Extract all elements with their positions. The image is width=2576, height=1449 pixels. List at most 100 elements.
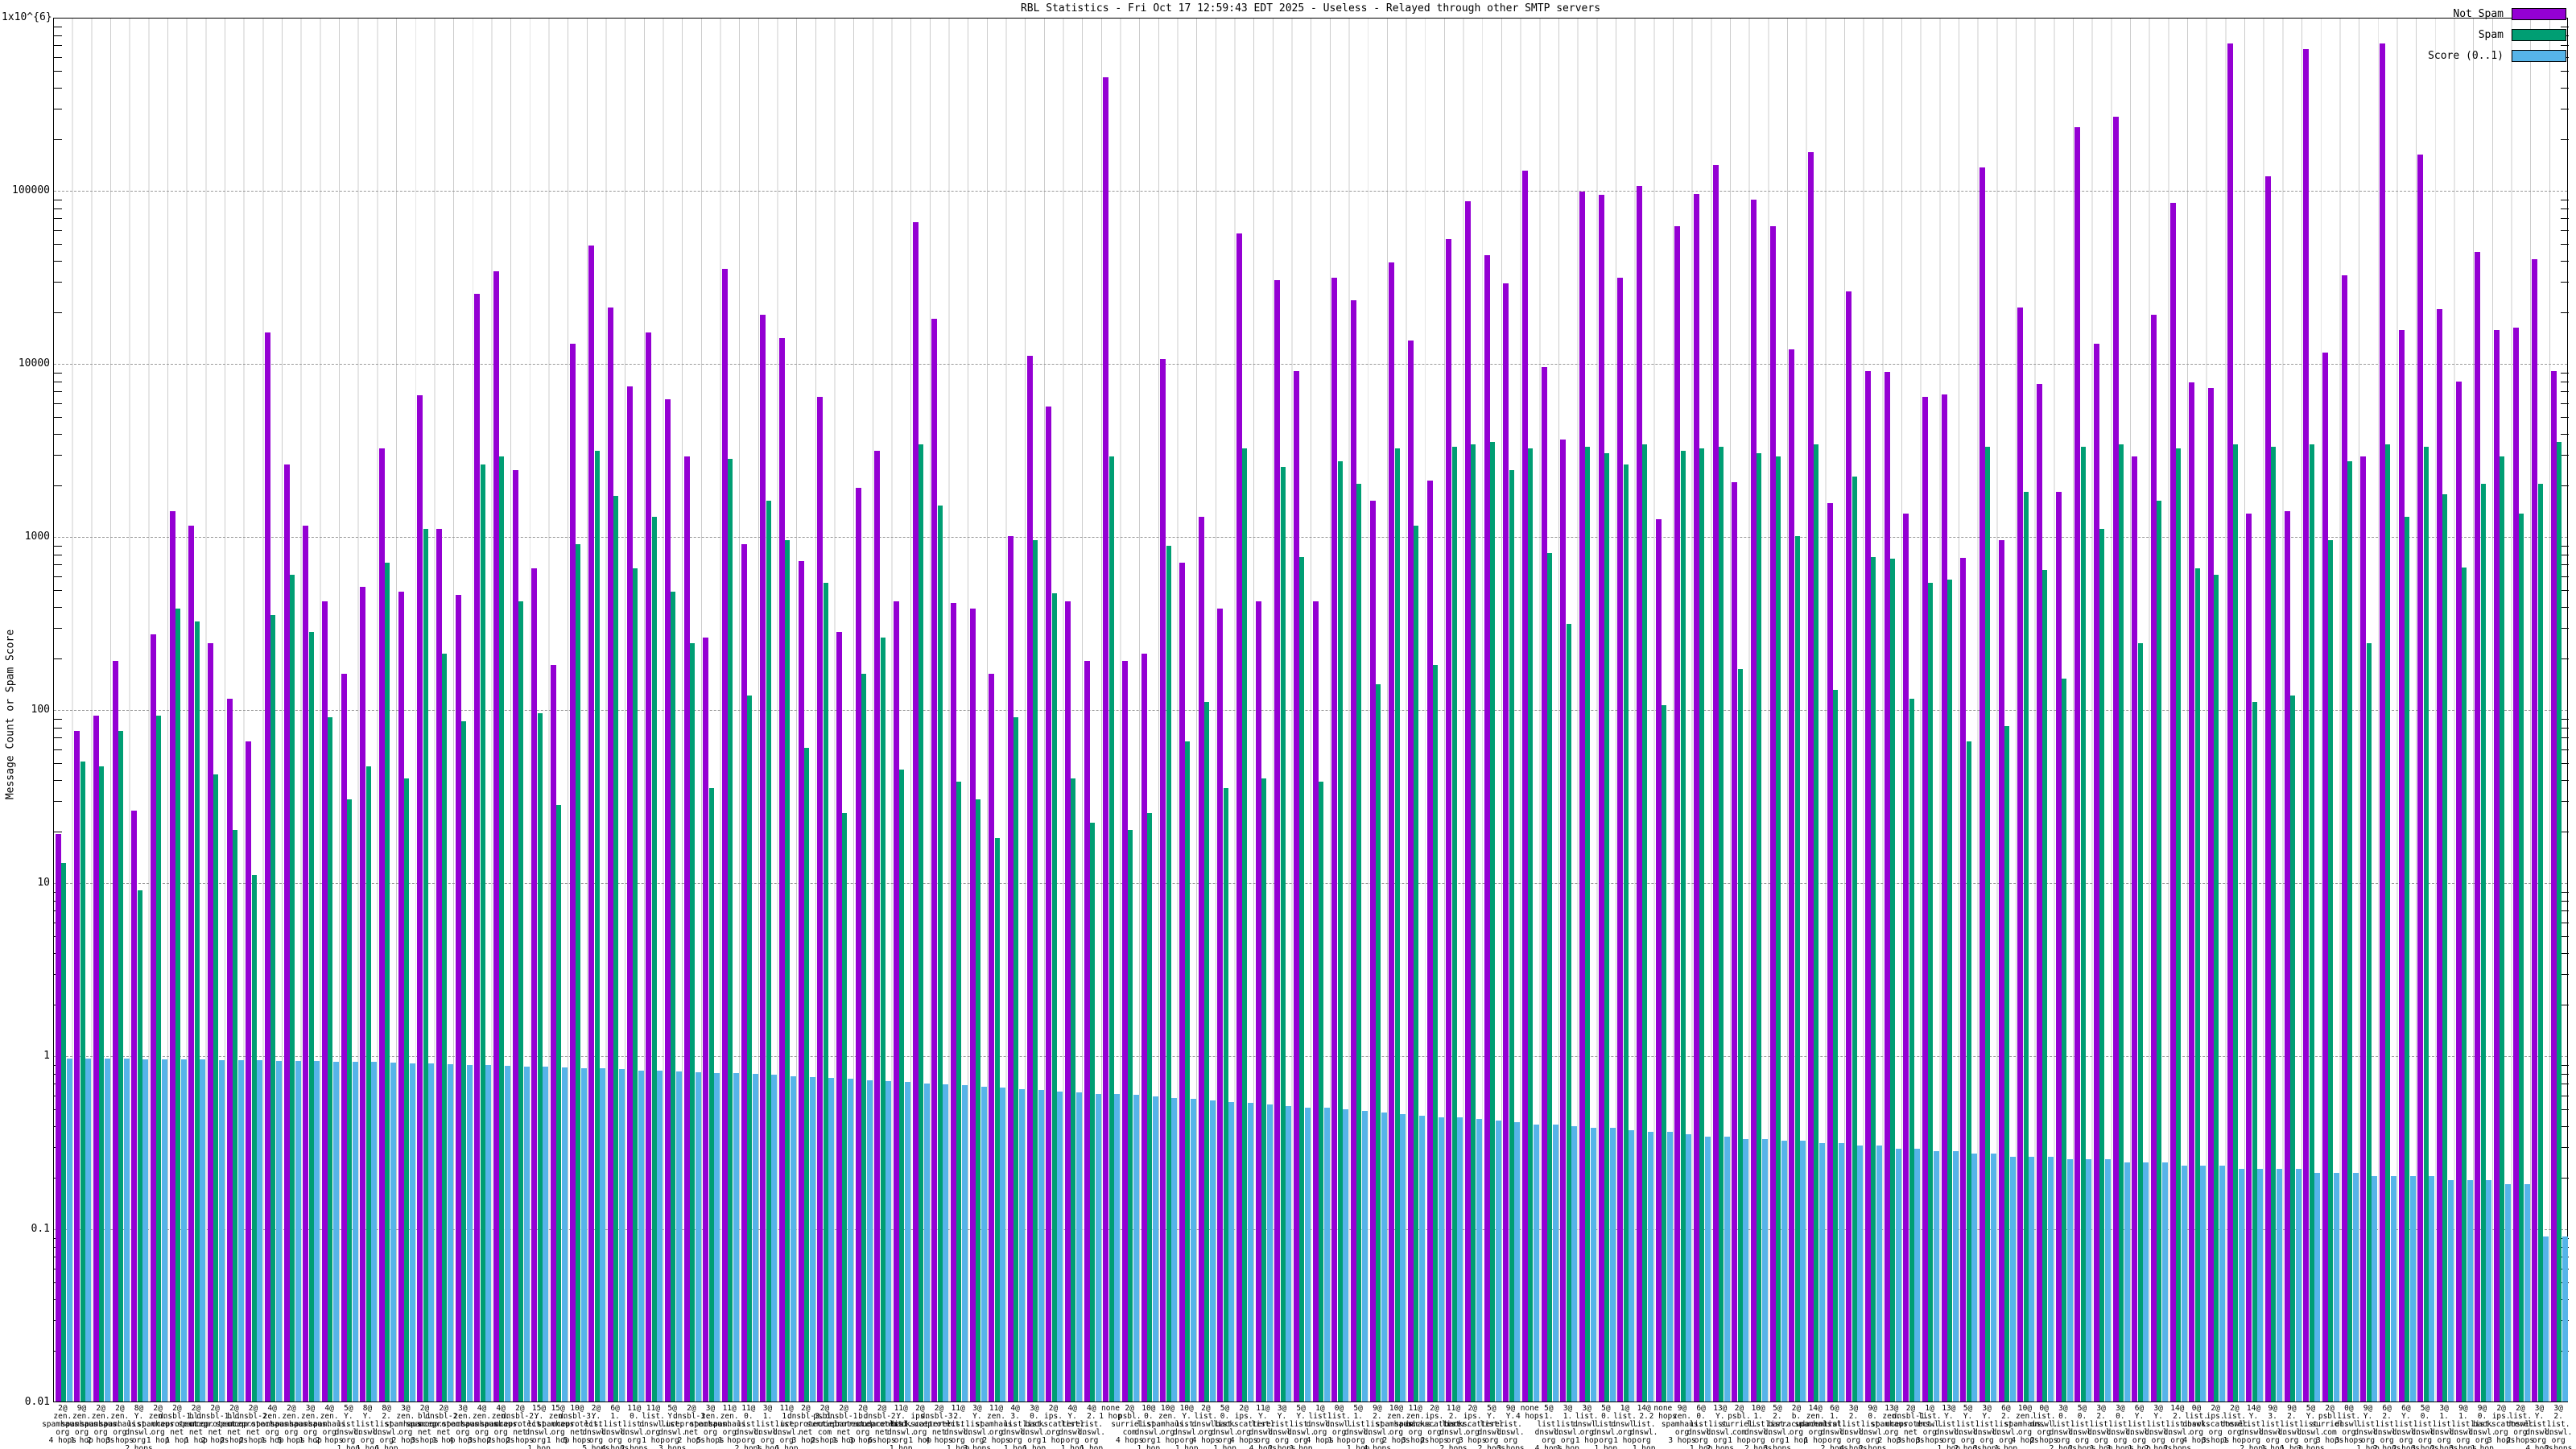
x-tick-label: 10@ zen. spamhaus. org 1 hop bbox=[1146, 1404, 1189, 1445]
bar-group bbox=[1711, 19, 1731, 1402]
x-tick-label: 2@ dnsbl-2. uceprotect. net 2 hops bbox=[494, 1404, 546, 1445]
y-tick-label: 10 bbox=[37, 877, 50, 889]
bar-group bbox=[1883, 19, 1902, 1402]
score-bar bbox=[1857, 1146, 1864, 1402]
x-tick-label: 3@ Y. list. dnswl. org 3 hops bbox=[1972, 1404, 2001, 1449]
not-spam-bar bbox=[969, 609, 976, 1402]
x-tick-label: 9@ zen. spamhaus. org 3 hops bbox=[1661, 1404, 1703, 1445]
score-bar bbox=[2124, 1162, 2130, 1402]
minor-tick bbox=[2561, 762, 2569, 764]
score-bar bbox=[1724, 1136, 1730, 1402]
bar-group bbox=[549, 19, 568, 1402]
x-tick-label: 5@ 0. list. dnswl. org 2 hops bbox=[2068, 1404, 2096, 1449]
minor-tick bbox=[2561, 416, 2569, 418]
not-spam-bar bbox=[798, 560, 804, 1402]
not-spam-bar bbox=[2189, 382, 2195, 1402]
score-bar bbox=[1400, 1113, 1406, 1402]
not-spam-bar bbox=[2207, 387, 2214, 1402]
minor-tick bbox=[2561, 208, 2569, 209]
not-spam-bar bbox=[1922, 396, 1928, 1402]
spam-bar bbox=[785, 539, 791, 1402]
minor-tick bbox=[2561, 243, 2569, 245]
bar-group bbox=[1806, 19, 1826, 1402]
spam-bar bbox=[2309, 444, 2314, 1402]
score-bar bbox=[332, 1061, 339, 1402]
bar-group bbox=[225, 19, 245, 1402]
minor-tick bbox=[2561, 433, 2569, 435]
spam-bar bbox=[1471, 444, 1476, 1402]
spam-bar bbox=[2194, 568, 2200, 1402]
minor-tick bbox=[54, 545, 62, 547]
not-spam-bar bbox=[703, 637, 709, 1402]
bar-group bbox=[1921, 19, 1940, 1402]
not-spam-bar bbox=[1579, 191, 1585, 1402]
not-spam-bar bbox=[1693, 193, 1699, 1402]
spam-bar bbox=[956, 782, 962, 1402]
bar-group bbox=[1578, 19, 1597, 1402]
score-bar bbox=[2086, 1159, 2092, 1402]
minor-tick bbox=[54, 718, 62, 720]
minor-tick bbox=[2561, 372, 2569, 374]
not-spam-bar bbox=[2360, 456, 2367, 1402]
not-spam-bar bbox=[2379, 43, 2385, 1402]
spam-bar bbox=[671, 591, 676, 1402]
x-tick-label: 2@ zen. spamhaus. org 1 hop bbox=[137, 1404, 179, 1445]
bar-group bbox=[1540, 19, 1559, 1402]
spam-bar bbox=[2062, 679, 2066, 1402]
spam-bar bbox=[461, 721, 466, 1402]
score-bar bbox=[2467, 1180, 2473, 1402]
x-tick-label: 6@ 0. list. dnswl. org 1 hop bbox=[1686, 1404, 1715, 1449]
score-bar bbox=[142, 1059, 149, 1402]
minor-tick bbox=[2561, 891, 2569, 893]
minor-tick bbox=[54, 564, 62, 566]
bar-group bbox=[2435, 19, 2454, 1402]
x-tick-label: 2@ psbl. surriel. com 1 hop bbox=[1720, 1404, 1758, 1445]
x-tick-label: 2@ dnsbl-1. uceprotect. net 1 hop bbox=[151, 1404, 203, 1445]
bar-group bbox=[511, 19, 530, 1402]
not-spam-bar bbox=[2493, 330, 2500, 1402]
score-bar bbox=[638, 1070, 644, 1402]
spam-bar bbox=[1966, 741, 1971, 1402]
not-spam-bar bbox=[360, 586, 366, 1402]
spam-bar bbox=[2233, 444, 2238, 1402]
score-color-swatch bbox=[2512, 50, 2566, 62]
not-spam-bar bbox=[226, 698, 233, 1402]
bar-group bbox=[2074, 19, 2093, 1402]
not-spam-bar bbox=[1293, 370, 1299, 1402]
score-bar bbox=[1914, 1148, 1921, 1402]
x-tick-label: 2@ dnsbl-1. uceprotect. net 1 hop bbox=[818, 1404, 869, 1445]
spam-bar bbox=[365, 766, 371, 1402]
x-tick-label: 5@ 1. list. dnswl. org 4 hops bbox=[1534, 1404, 1563, 1449]
bar-group bbox=[54, 19, 73, 1402]
x-tick-label: 11@ 1. list. dnswl. org 1 hop bbox=[772, 1404, 801, 1449]
score-bar bbox=[2181, 1166, 2187, 1402]
minor-tick bbox=[2561, 1178, 2569, 1179]
bar-group bbox=[340, 19, 359, 1402]
x-tick-label: 0@ list. dnswl. org 2 hops bbox=[2029, 1404, 2058, 1445]
bar-group bbox=[740, 19, 759, 1402]
x-tick-label: 5@ 2. list. dnswl. org 3 hops bbox=[1763, 1404, 1791, 1449]
minor-tick bbox=[2561, 749, 2569, 750]
score-bar bbox=[2219, 1166, 2225, 1402]
not-spam-bar bbox=[1236, 233, 1242, 1402]
x-tick-label: 2@ dnsbl-2. uceprotect. net 1 hop bbox=[418, 1404, 469, 1445]
spam-bar bbox=[1680, 451, 1686, 1402]
spam-bar bbox=[651, 516, 657, 1402]
score-bar bbox=[1686, 1134, 1692, 1402]
not-spam-bar bbox=[1064, 601, 1071, 1402]
spam-bar bbox=[1585, 446, 1591, 1402]
x-tick-label: 4@ zen. spamhaus. org 2 hops bbox=[308, 1404, 350, 1445]
score-bar bbox=[790, 1075, 796, 1402]
not-spam-bar bbox=[1007, 536, 1013, 1402]
spam-color-swatch bbox=[2512, 29, 2566, 41]
not-spam-bar bbox=[74, 730, 80, 1402]
not-spam-color-swatch bbox=[2512, 8, 2566, 20]
x-tick-label: none 4 hops bbox=[1515, 1404, 1544, 1421]
spam-bar bbox=[2423, 446, 2429, 1402]
bar-group bbox=[1368, 19, 1388, 1402]
bar-group bbox=[2492, 19, 2512, 1402]
x-tick-label: 5@ Y. list. dnswl. org 1 hop bbox=[1286, 1404, 1315, 1449]
not-spam-bar bbox=[493, 270, 499, 1402]
minor-tick bbox=[2561, 935, 2569, 937]
bar-group bbox=[1197, 19, 1216, 1402]
